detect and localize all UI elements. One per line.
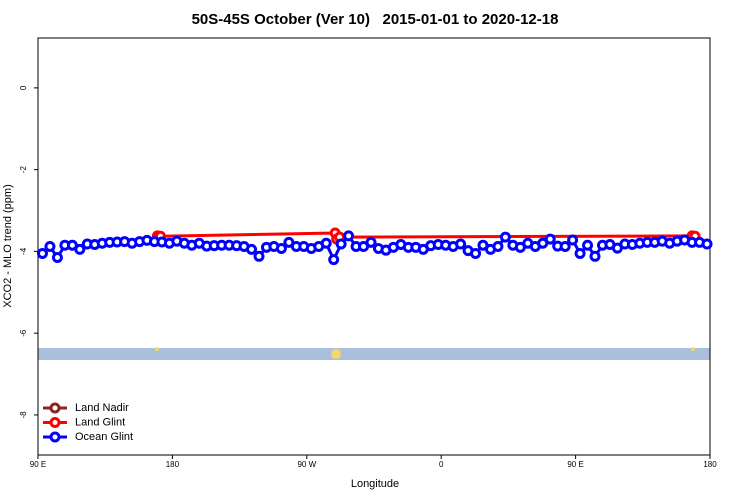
legend-marker <box>49 402 61 414</box>
x-tick-label: 90 E <box>30 460 46 469</box>
legend-label: Land Glint <box>75 416 125 428</box>
x-tick-label: 90 E <box>567 460 583 469</box>
land-spot <box>155 347 159 351</box>
x-tick-label: 180 <box>166 460 180 469</box>
x-tick-label: 90 W <box>297 460 316 469</box>
data-point <box>559 241 571 252</box>
data-point <box>320 237 332 249</box>
x-axis-label: Longitude <box>351 478 399 490</box>
data-point <box>328 254 340 266</box>
y-tick-label: -8 <box>19 411 28 419</box>
surface-band <box>38 348 710 360</box>
y-tick-label: 0 <box>19 85 28 90</box>
data-point <box>253 250 265 262</box>
data-point <box>499 231 511 243</box>
data-point <box>275 243 287 255</box>
data-point <box>582 239 594 251</box>
data-point <box>365 236 377 248</box>
data-point <box>544 233 556 245</box>
data-point <box>335 238 347 250</box>
data-point <box>44 241 56 252</box>
y-tick-label: -4 <box>19 247 28 255</box>
legend-marker <box>49 417 61 428</box>
data-point <box>589 250 601 262</box>
data-point <box>246 243 258 255</box>
data-point <box>574 247 586 259</box>
chart-title: 50S-45S October (Ver 10) 2015-01-01 to 2… <box>192 11 559 28</box>
data-point <box>701 238 713 250</box>
data-point <box>343 230 355 242</box>
legend-label: Land Nadir <box>75 402 129 414</box>
data-point <box>51 252 63 264</box>
y-axis-label: XCO2 - MLO trend (ppm) <box>2 184 14 307</box>
legend-marker <box>49 431 61 443</box>
land-spot <box>691 347 695 351</box>
x-tick-label: 180 <box>703 460 717 469</box>
y-tick-label: -2 <box>19 166 28 174</box>
data-point <box>74 243 86 255</box>
data-point <box>36 247 48 259</box>
land-spot <box>331 349 341 359</box>
data-point <box>470 247 482 259</box>
series-line <box>157 231 696 242</box>
data-point <box>567 234 579 246</box>
data-point <box>492 241 504 252</box>
legend-label: Ocean Glint <box>75 431 133 443</box>
y-tick-label: -6 <box>19 329 28 337</box>
x-tick-label: 0 <box>439 460 444 469</box>
data-point <box>455 238 467 250</box>
